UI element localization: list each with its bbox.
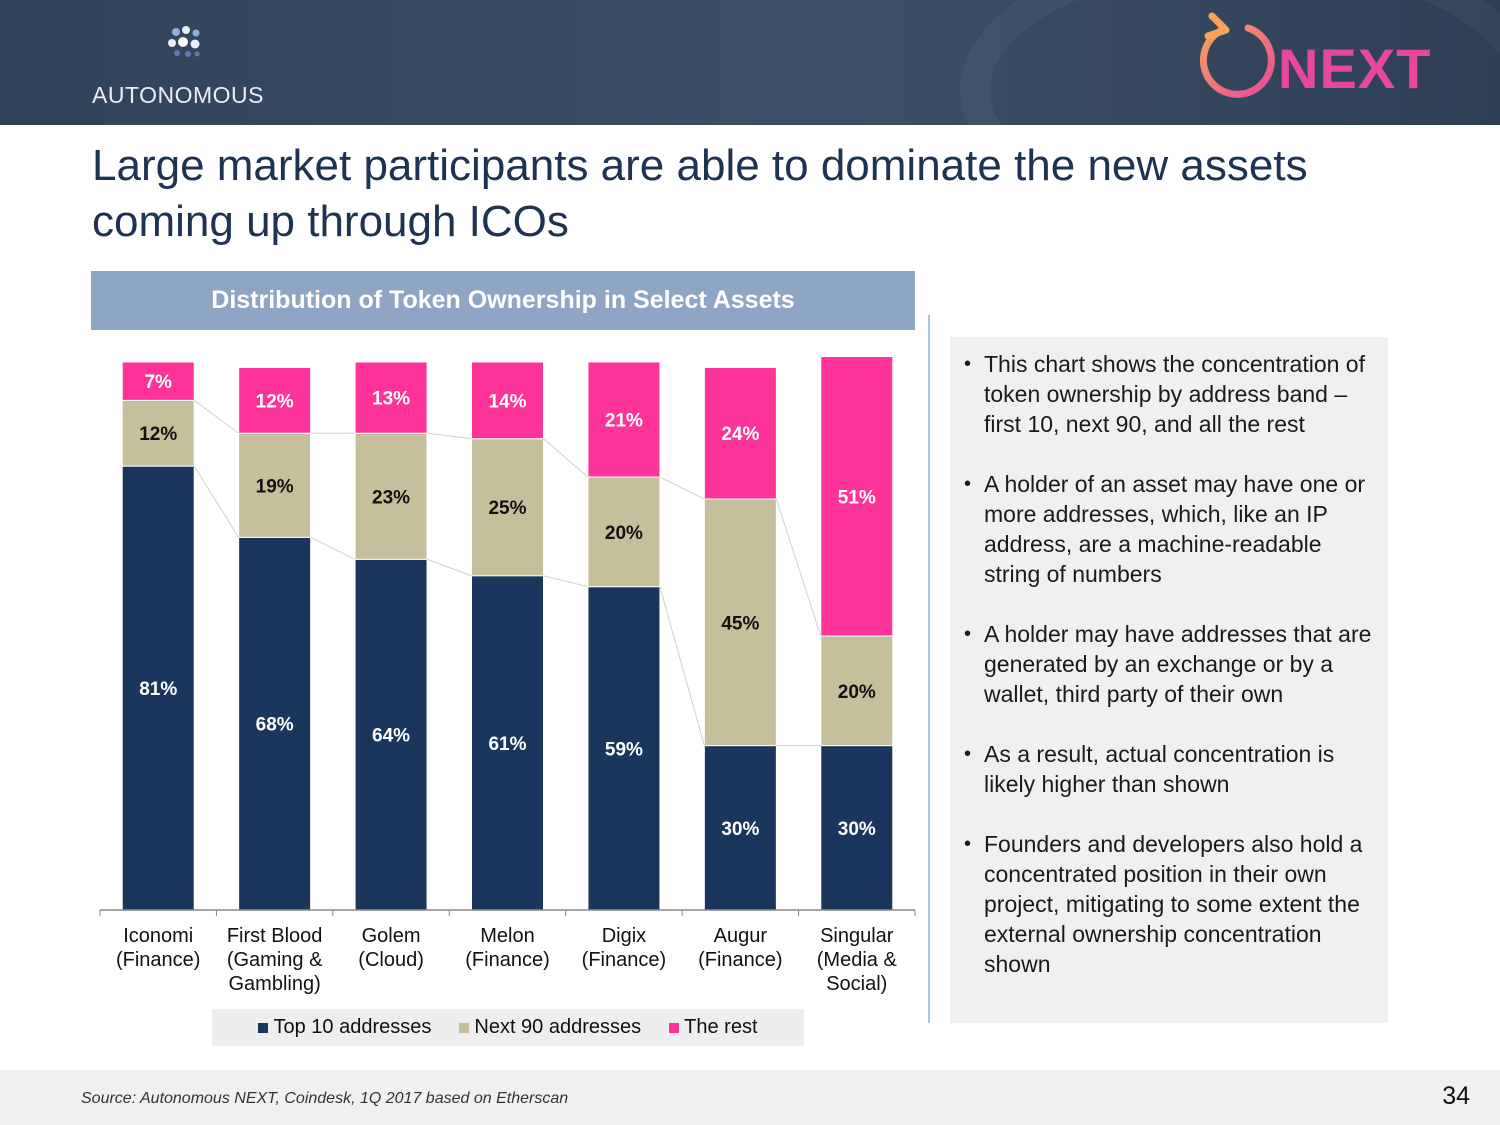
series-connector (543, 575, 589, 588)
circular-arrow-icon (1199, 12, 1275, 98)
data-label: 19% (256, 476, 294, 497)
bar-segment (238, 536, 312, 911)
category-label: Singular (820, 925, 894, 947)
series-connector (427, 432, 472, 440)
bar-segment (121, 399, 195, 467)
legend-item-next90: Next 90 addresses (459, 1016, 641, 1039)
data-label: 25% (488, 498, 526, 519)
note-item: This chart shows the concentration of to… (964, 349, 1376, 439)
data-label: 64% (372, 726, 410, 747)
header-banner: AUTONOMOUS NEXT (0, 0, 1500, 125)
legend-swatch-top10 (258, 1022, 269, 1033)
data-label: 12% (256, 391, 294, 412)
chart-legend: Top 10 addresses Next 90 addresses The r… (212, 1009, 804, 1046)
autonomous-logo-text: AUTONOMOUS (92, 82, 264, 108)
bar-segment (238, 366, 312, 434)
page-number: 34 (1442, 1082, 1470, 1110)
note-item: A holder of an asset may have one or mor… (964, 469, 1376, 589)
legend-swatch-rest (669, 1022, 680, 1033)
category-label: Augur (714, 925, 768, 947)
bar-segment (587, 586, 661, 911)
data-label: 61% (488, 734, 526, 755)
category-label: First Blood (227, 925, 323, 947)
next-logo: NEXT (1182, 10, 1442, 114)
bar-segment (587, 361, 661, 478)
note-item: A holder may have addresses that are gen… (964, 619, 1376, 709)
legend-label-next90: Next 90 addresses (474, 1016, 642, 1038)
legend-label-top10: Top 10 addresses (273, 1016, 432, 1038)
category-label: (Finance) (698, 949, 782, 971)
bar-segment (471, 575, 544, 911)
data-label: 51% (838, 487, 876, 508)
footer: Source: Autonomous NEXT, Coindesk, 1Q 20… (0, 1070, 1500, 1125)
data-label: 13% (372, 389, 410, 410)
category-label: Gambling) (229, 973, 321, 995)
category-label: Melon (480, 925, 534, 947)
legend-item-rest: The rest (669, 1016, 758, 1039)
data-label: 20% (605, 523, 643, 544)
notes-list: This chart shows the concentration of to… (950, 337, 1388, 979)
category-label: (Gaming & (227, 949, 323, 971)
data-label: 81% (139, 679, 177, 700)
bar-segment (820, 356, 894, 637)
bar-segment (820, 635, 894, 747)
bar-segment (354, 432, 428, 560)
dots-cluster-icon (168, 26, 200, 57)
series-connector (775, 498, 822, 637)
bar-segment (820, 745, 894, 911)
series-connector (659, 586, 705, 746)
data-label: 12% (139, 424, 177, 445)
category-label: (Cloud) (358, 949, 424, 971)
chart-title: Distribution of Token Ownership in Selec… (91, 271, 915, 330)
data-label: 68% (256, 715, 294, 736)
bar-segment (703, 366, 777, 500)
bar-segment (471, 438, 544, 577)
data-label: 14% (488, 391, 526, 412)
data-label: 30% (838, 819, 876, 840)
category-label: Golem (362, 925, 421, 947)
data-label: 21% (605, 411, 643, 432)
category-label: (Finance) (465, 949, 549, 971)
legend-label-rest: The rest (684, 1016, 758, 1038)
bar-segment (354, 558, 428, 911)
data-label: 7% (144, 372, 172, 393)
slide-title: Large market participants are able to do… (92, 141, 1308, 246)
data-label: 24% (721, 424, 759, 445)
bar-segment (121, 361, 195, 401)
category-label: (Finance) (582, 949, 666, 971)
series-connector (659, 476, 705, 500)
series-connector (543, 438, 589, 478)
category-label: Social) (826, 973, 887, 995)
bar-segment (471, 361, 544, 440)
data-label: 23% (372, 487, 410, 508)
series-connector (193, 399, 239, 434)
data-label: 30% (721, 819, 759, 840)
category-label: Iconomi (123, 925, 193, 947)
category-label: (Finance) (116, 949, 200, 971)
bar-segment (703, 745, 777, 911)
category-label: (Media & (817, 949, 898, 971)
bar-segment (354, 361, 428, 434)
series-connector (193, 465, 240, 538)
note-item: Founders and developers also hold a conc… (964, 829, 1376, 979)
data-label: 59% (605, 739, 643, 760)
series-connector (310, 536, 356, 560)
notes-panel: This chart shows the concentration of to… (950, 337, 1388, 1023)
legend-swatch-next90 (459, 1022, 470, 1033)
data-label: 20% (838, 682, 876, 703)
next-logo-text: NEXT (1278, 37, 1432, 100)
vertical-divider (928, 315, 930, 1023)
data-label: 45% (721, 613, 759, 634)
source-note: Source: Autonomous NEXT, Coindesk, 1Q 20… (81, 1090, 569, 1107)
autonomous-logo: AUTONOMOUS (92, 24, 282, 110)
category-label: Digix (602, 925, 646, 947)
bar-segment (238, 432, 312, 538)
series-connector (426, 558, 472, 577)
legend-item-top10: Top 10 addresses (258, 1016, 431, 1039)
note-item: As a result, actual concentration is lik… (964, 739, 1376, 799)
